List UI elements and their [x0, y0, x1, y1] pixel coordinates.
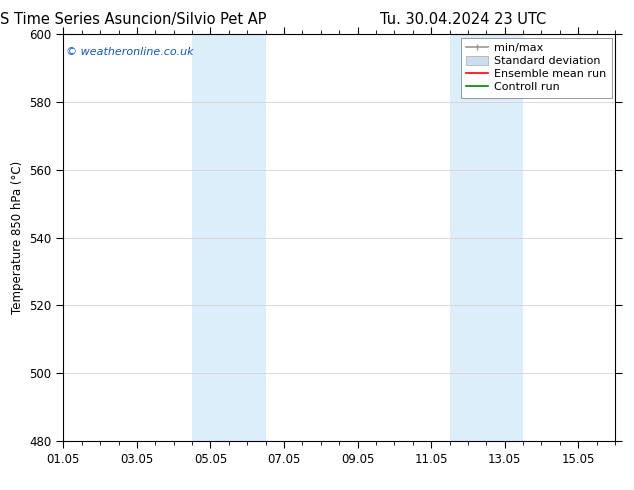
- Legend: min/max, Standard deviation, Ensemble mean run, Controll run: min/max, Standard deviation, Ensemble me…: [460, 38, 612, 98]
- Text: Tu. 30.04.2024 23 UTC: Tu. 30.04.2024 23 UTC: [380, 12, 547, 27]
- Bar: [450, 34, 523, 441]
- Y-axis label: Temperature 850 hPa (°C): Temperature 850 hPa (°C): [11, 161, 24, 314]
- Text: © weatheronline.co.uk: © weatheronline.co.uk: [66, 47, 194, 56]
- Text: ENS Time Series Asuncion/Silvio Pet AP: ENS Time Series Asuncion/Silvio Pet AP: [0, 12, 266, 27]
- Bar: [192, 34, 266, 441]
